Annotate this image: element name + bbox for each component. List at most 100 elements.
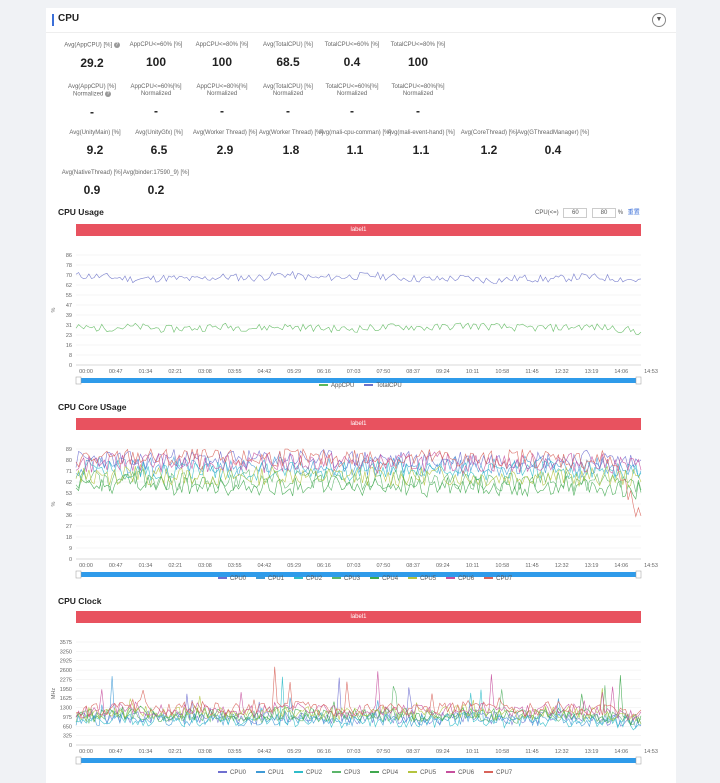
metric-label: Avg(mali-event-hand) [%] [387, 130, 455, 136]
metric-value: 1.1 [412, 143, 430, 157]
legend-item[interactable]: CPU4 [370, 770, 398, 776]
x-tick-label: 10:58 [495, 749, 509, 755]
y-tick-label: 0 [69, 557, 72, 563]
x-tick-label: 01:34 [139, 749, 153, 755]
x-tick-label: 03:08 [198, 749, 212, 755]
legend-swatch [332, 577, 342, 580]
y-tick-label: 2275 [60, 677, 72, 683]
zoom-slider[interactable] [76, 572, 641, 577]
x-tick-label: 04:42 [258, 563, 272, 569]
zoom-slider[interactable] [76, 378, 641, 383]
legend-item[interactable]: CPU1 [256, 576, 284, 582]
metric-label: TotalCPU<=60% [%] [324, 42, 380, 48]
metric-card: Avg(binder:17590_9) [%] 0.2 [122, 170, 190, 197]
metric-card: TotalCPU<=60% [%] 0.4 [318, 42, 386, 69]
y-tick-label: 9 [69, 546, 72, 552]
x-tick-label: 00:47 [109, 369, 123, 375]
metric-label: TotalCPU<=80%[%] [391, 84, 445, 90]
legend-item[interactable]: CPU7 [484, 770, 512, 776]
legend-swatch [408, 771, 418, 774]
y-axis-label: % [51, 307, 57, 312]
x-tick-label: 03:08 [198, 563, 212, 569]
y-tick-label: 70 [66, 273, 72, 279]
legend-label: CPU0 [230, 770, 247, 776]
metric-label: TotalCPU<=80% [%] [390, 42, 446, 48]
metric-value: 100 [407, 55, 429, 69]
metric-label: AppCPU<=80%[%] [196, 84, 248, 90]
y-tick-label: 2600 [60, 668, 72, 674]
series-line-CPU2 [75, 459, 642, 482]
metric-value: 9.2 [86, 143, 104, 157]
slider-handle-left[interactable] [75, 570, 82, 579]
reset-button[interactable]: 重置 [627, 210, 640, 216]
legend-label: CPU5 [420, 770, 437, 776]
cpu-usage-banner: label1 [76, 224, 641, 236]
legend-item[interactable]: CPU0 [218, 576, 246, 582]
cpu-threshold-low-input[interactable]: 60 [563, 208, 588, 218]
y-tick-label: 27 [66, 524, 72, 530]
legend-item[interactable]: CPU0 [218, 770, 246, 776]
legend-item[interactable]: CPU3 [332, 770, 360, 776]
legend-item[interactable]: CPU1 [256, 770, 284, 776]
metric-value: - [90, 104, 94, 119]
legend-item[interactable]: CPU4 [370, 576, 398, 582]
legend-item[interactable]: CPU2 [294, 770, 322, 776]
core-usage-legend: CPU0 CPU1 CPU2 CPU3 CPU4 CPU5 CPU6 CPU7 [218, 576, 522, 582]
cpu-clock-legend: CPU0 CPU1 CPU2 CPU3 CPU4 CPU5 CPU6 CPU7 [218, 770, 522, 776]
x-tick-label: 01:34 [139, 369, 153, 375]
help-icon[interactable]: ? [105, 91, 111, 97]
help-icon[interactable]: ? [113, 42, 120, 48]
legend-item[interactable]: AppCPU [319, 383, 354, 389]
legend-swatch [332, 771, 342, 774]
x-tick-label: 07:50 [376, 563, 390, 569]
legend-item[interactable]: CPU7 [484, 576, 512, 582]
x-tick-label: 06:16 [317, 369, 331, 375]
zoom-slider[interactable] [76, 758, 641, 763]
legend-swatch [408, 577, 418, 580]
y-tick-label: 89 [66, 447, 72, 453]
x-tick-label: 04:42 [258, 749, 272, 755]
legend-item[interactable]: CPU2 [294, 576, 322, 582]
legend-item[interactable]: CPU5 [408, 770, 436, 776]
slider-handle-right[interactable] [635, 756, 642, 765]
panel-title: CPU [58, 13, 80, 24]
slider-handle-right[interactable] [635, 570, 642, 579]
legend-swatch [218, 577, 227, 580]
metric-label: Avg(Worker Thread) [%] [258, 130, 324, 136]
legend-item[interactable]: CPU6 [446, 770, 474, 776]
metric-card: Avg(Worker Thread) [%] 1.8 [254, 130, 328, 157]
y-tick-label: 16 [66, 343, 72, 349]
metric-value: 0.9 [83, 183, 101, 197]
slider-handle-left[interactable] [75, 376, 82, 385]
metric-label: Avg(AppCPU) [%] [68, 84, 116, 90]
slider-handle-left[interactable] [75, 756, 82, 765]
legend-swatch [370, 771, 380, 774]
legend-item[interactable]: CPU5 [408, 576, 436, 582]
legend-item[interactable]: TotalCPU [364, 383, 402, 389]
chevron-down-icon[interactable]: ▼ [652, 13, 666, 27]
y-tick-label: 3575 [60, 640, 72, 646]
y-tick-label: 18 [66, 535, 72, 541]
y-tick-label: 23 [66, 333, 72, 339]
legend-label: AppCPU [331, 383, 355, 389]
slider-handle-right[interactable] [635, 376, 642, 385]
metric-sublabel: Normalized [206, 91, 238, 97]
legend-swatch [364, 384, 374, 387]
metric-sublabel: Normalized [402, 91, 434, 97]
y-tick-label: 650 [63, 724, 72, 730]
cpu-threshold-high-input[interactable]: 80 [592, 208, 617, 218]
metric-card: Avg(mali-event-hand) [%] 1.1 [384, 130, 458, 157]
cpu-usage-chart: 86 78 70 62 55 47 39 31 23 16 8 0% 00:00 00:47 01:34 02… [51, 253, 658, 385]
metric-label: Avg(CoreThread) [%] [460, 130, 518, 136]
y-tick-label: 45 [66, 502, 72, 508]
y-tick-label: 325 [63, 734, 72, 740]
legend-swatch [218, 771, 227, 774]
legend-label: CPU6 [458, 770, 475, 776]
legend-item[interactable]: CPU3 [332, 576, 360, 582]
y-tick-label: 8 [69, 353, 72, 359]
y-axis-label: MHz [51, 688, 57, 700]
legend-label: CPU3 [344, 576, 361, 582]
metric-label: Avg(mali-cpu-comman) [%] [318, 130, 392, 136]
y-tick-label: 62 [66, 480, 72, 486]
legend-item[interactable]: CPU6 [446, 576, 474, 582]
